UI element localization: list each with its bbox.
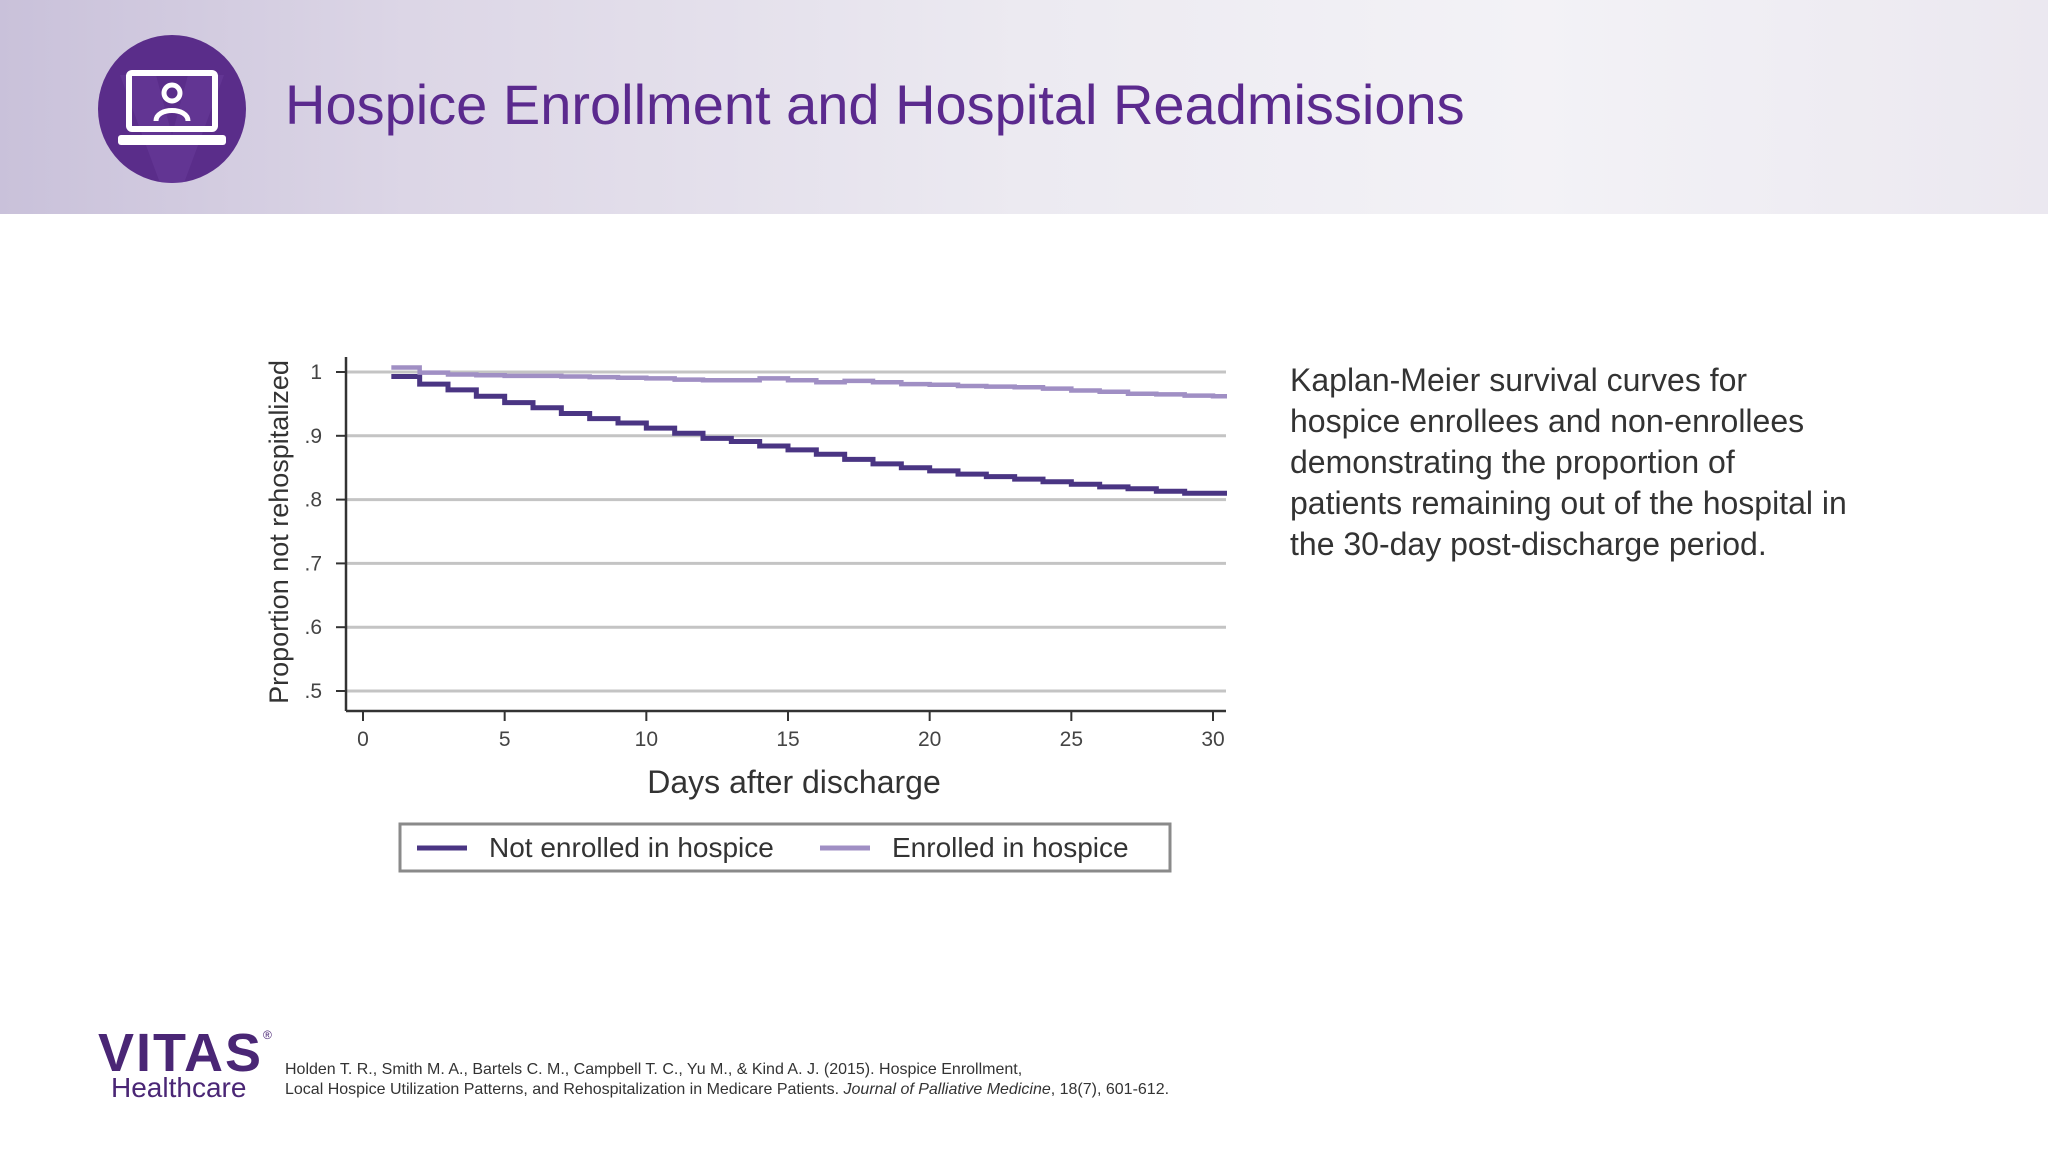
header-badge xyxy=(98,35,246,183)
x-tick-label: 20 xyxy=(918,728,941,751)
v-watermark xyxy=(120,75,224,183)
x-tick-label: 0 xyxy=(357,728,369,751)
citation-journal: Journal of Palliative Medicine xyxy=(843,1081,1051,1098)
x-tick-label: 30 xyxy=(1201,728,1224,751)
y-tick-label: .5 xyxy=(304,680,322,703)
x-axis-title: Days after discharge xyxy=(647,764,940,800)
laptop-person-icon xyxy=(118,70,226,145)
x-tick-label: 5 xyxy=(499,728,511,751)
citation-tail: , 18(7), 601-612. xyxy=(1050,1081,1170,1098)
y-tick-label: 1 xyxy=(310,361,322,384)
citation: Holden T. R., Smith M. A., Bartels C. M.… xyxy=(285,1060,1285,1100)
page-title: Hospice Enrollment and Hospital Readmiss… xyxy=(285,73,1465,136)
y-axis-title: Proportion not rehospitalized xyxy=(264,360,294,704)
citation-line-1: Holden T. R., Smith M. A., Bartels C. M.… xyxy=(285,1061,1023,1078)
y-tick-label: .8 xyxy=(304,489,322,512)
header-band xyxy=(0,0,2048,214)
x-tick-label: 10 xyxy=(635,728,658,751)
x-tick-label: 15 xyxy=(776,728,799,751)
citation-text: Local Hospice Utilization Patterns, and … xyxy=(285,1081,844,1098)
y-tick-label: .9 xyxy=(304,425,322,448)
citation-line-2: Local Hospice Utilization Patterns, and … xyxy=(285,1080,1285,1100)
series-line-not-enrolled xyxy=(391,373,1227,496)
chart-description: Kaplan-Meier survival curves for hospice… xyxy=(1290,362,1847,562)
vitas-logo: VITAS® xyxy=(98,1022,274,1084)
y-tick-label: .6 xyxy=(304,616,322,639)
logo-word: VITAS xyxy=(98,1023,264,1083)
x-tick-label: 25 xyxy=(1060,728,1083,751)
y-tick-label: .7 xyxy=(304,552,322,575)
logo-subtitle: Healthcare xyxy=(111,1072,247,1103)
legend-box xyxy=(398,822,1172,873)
legend-label: Enrolled in hospice xyxy=(892,832,1129,863)
legend-label: Not enrolled in hospice xyxy=(489,832,774,863)
logo-registered-mark: ® xyxy=(263,1028,274,1042)
series-line-enrolled xyxy=(391,365,1227,399)
